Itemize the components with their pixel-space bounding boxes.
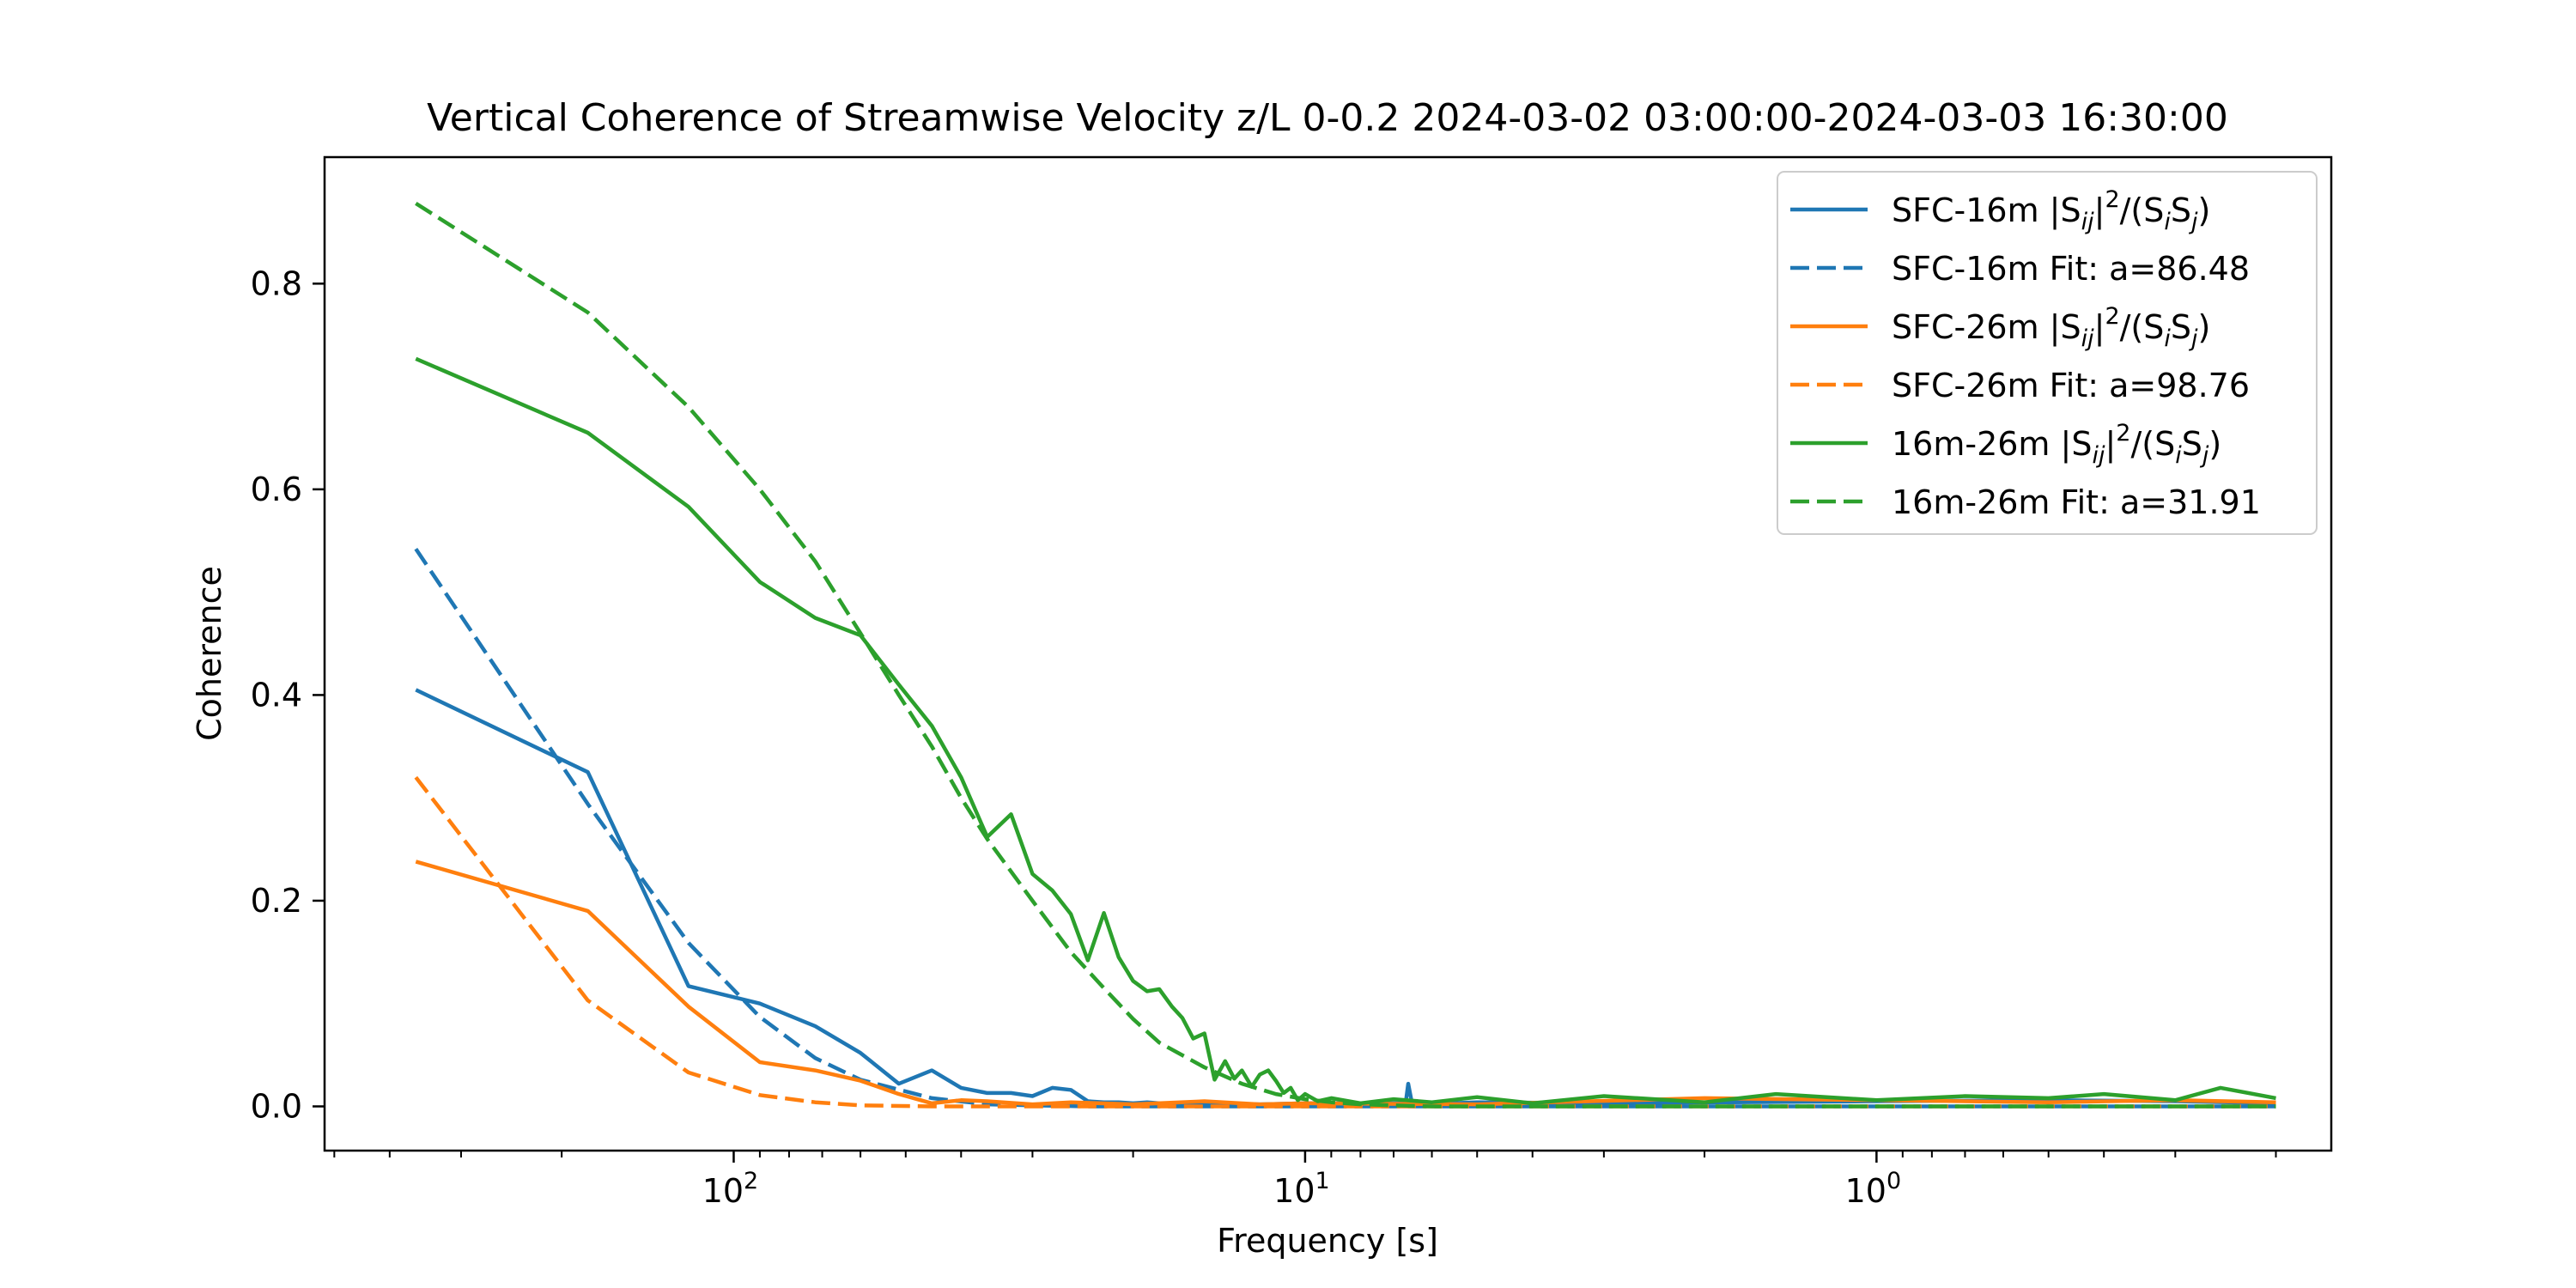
legend-label: SFC-16m |Sij|2/(SiSj) [1892, 186, 2210, 235]
series-lines [414, 201, 2276, 1109]
legend-label: SFC-16m Fit: a=86.48 [1892, 250, 2250, 288]
legend-box [1777, 171, 2318, 535]
series-line-2 [414, 548, 2276, 1109]
series-line-1 [415, 688, 2276, 1107]
series-line-4 [414, 775, 2276, 1109]
x-tick-label: 102 [702, 1168, 759, 1210]
legend-label: SFC-26m Fit: a=98.76 [1892, 367, 2250, 404]
series-line-5 [415, 356, 2276, 1106]
y-tick-label: 0.4 [251, 676, 302, 714]
chart-title: Vertical Coherence of Streamwise Velocit… [427, 96, 2228, 140]
legend-label: SFC-26m |Sij|2/(SiSj) [1892, 303, 2210, 352]
y-axis-ticks: 0.0 0.2 0.4 0.6 0.8 [251, 264, 325, 1125]
series-line-6 [415, 201, 2276, 1109]
y-tick-label: 0.2 [251, 882, 302, 920]
y-axis-label: Coherence [191, 566, 228, 741]
x-axis-ticks: 102 101 100 [333, 1151, 2277, 1210]
x-tick-label: 101 [1273, 1168, 1330, 1210]
plot-frame [323, 155, 2333, 1152]
legend-label: 16m-26m |Sij|2/(SiSj) [1892, 420, 2221, 469]
y-tick-label: 0.0 [251, 1087, 302, 1125]
legend-label: 16m-26m Fit: a=31.91 [1892, 483, 2261, 521]
y-tick-label: 0.6 [251, 471, 302, 508]
x-tick-label: 100 [1845, 1168, 1902, 1210]
x-axis-label: Frequency [s] [1217, 1222, 1438, 1260]
legend: SFC-16m |Sij|2/(SiSj) SFC-16m Fit: a=86.4… [1777, 171, 2318, 535]
y-tick-label: 0.8 [251, 264, 302, 302]
series-line-3 [415, 860, 2276, 1107]
